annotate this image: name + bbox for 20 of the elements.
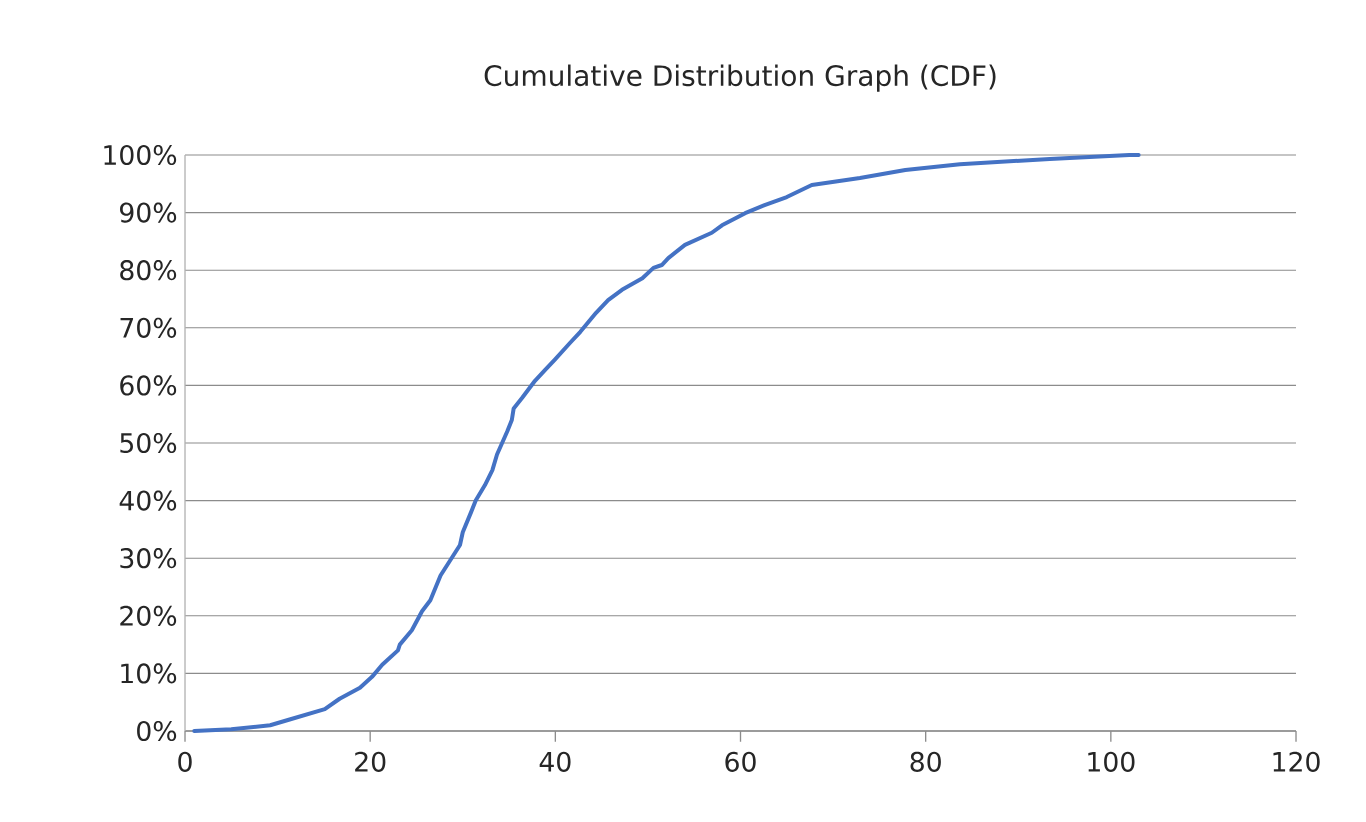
y-tick-label: 70% (120, 317, 177, 338)
y-tick-label: 10% (121, 663, 177, 684)
y-tick-label: 80% (120, 260, 177, 281)
y-tick-label: 0% (137, 720, 177, 742)
x-tick-label: 100 (1088, 751, 1135, 772)
x-tick-label: 20 (355, 751, 386, 772)
x-tick-label: 80 (910, 751, 941, 772)
line-series (192, 152, 1141, 733)
x-tick-label: 40 (539, 751, 571, 772)
y-tick-label: 100% (104, 144, 177, 166)
y-tick-label: 60% (120, 375, 177, 396)
y-tick-label: 20% (120, 605, 177, 626)
chart-title: Cumulative Distribution Graph (CDF) (484, 64, 996, 92)
x-tick-label: 120 (1273, 751, 1320, 772)
y-tick-label: 50% (120, 432, 177, 454)
y-tick-label: 40% (119, 490, 177, 511)
x-tick-label: 0 (178, 751, 192, 772)
x-tick-label: 60 (725, 751, 756, 772)
y-tick-label: 90% (120, 202, 177, 223)
y-tick-label: 30% (120, 548, 177, 569)
